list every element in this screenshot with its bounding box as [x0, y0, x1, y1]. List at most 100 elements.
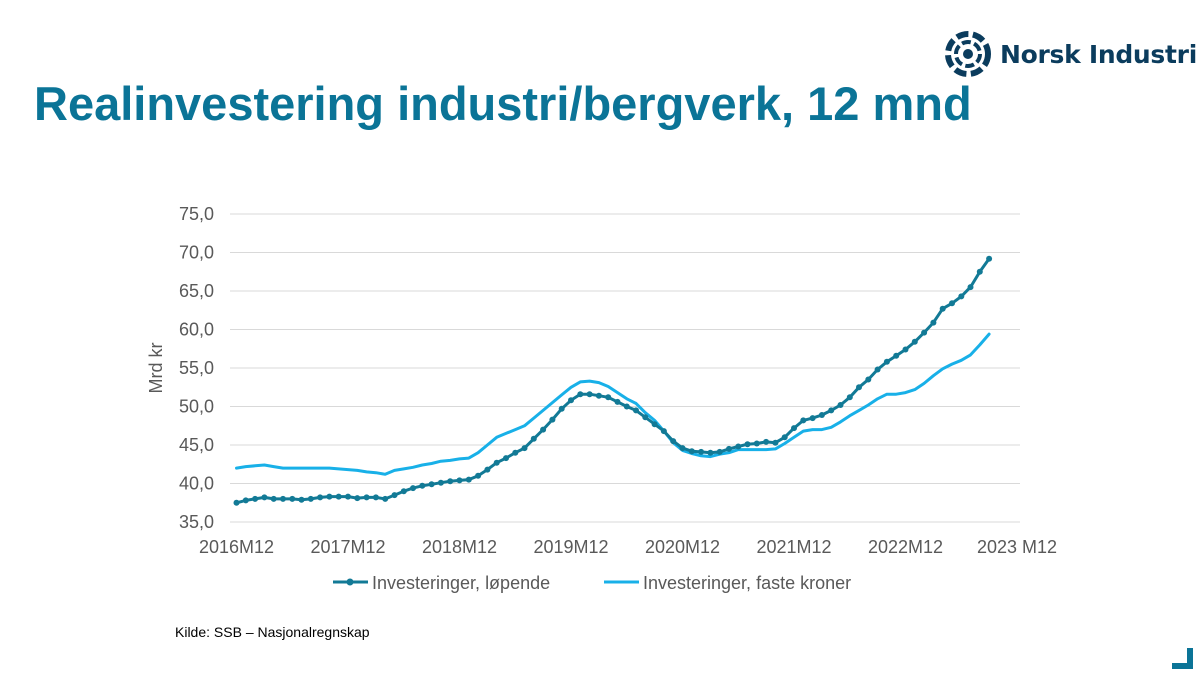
data-point — [781, 434, 788, 441]
data-point — [372, 494, 379, 501]
data-point — [660, 428, 667, 435]
y-axis: 35,0 40,0 45,0 50,0 55,0 60,0 65,0 70,0 75,0 — [179, 204, 214, 532]
data-point — [242, 497, 249, 504]
data-point — [605, 394, 612, 401]
x-tick-label: 2023 M12 — [977, 537, 1057, 557]
legend: Investeringer, løpende Investeringer, fa… — [333, 573, 851, 593]
y-tick-label: 35,0 — [179, 512, 214, 532]
data-point — [298, 496, 305, 503]
data-point — [874, 366, 881, 373]
y-tick-label: 65,0 — [179, 281, 214, 301]
data-point — [763, 438, 770, 445]
data-point — [614, 398, 621, 405]
data-point — [651, 421, 658, 428]
y-tick-label: 50,0 — [179, 397, 214, 417]
y-tick-label: 70,0 — [179, 243, 214, 263]
x-tick-label: 2016M12 — [199, 537, 274, 557]
y-tick-label: 55,0 — [179, 358, 214, 378]
x-tick-label: 2017M12 — [310, 537, 385, 557]
logo-text: Norsk Industri — [1000, 39, 1197, 69]
data-point — [503, 455, 509, 462]
data-point — [382, 495, 389, 502]
data-point — [465, 476, 472, 483]
data-point — [791, 425, 797, 432]
data-point — [410, 485, 416, 492]
data-point — [345, 493, 351, 500]
y-tick-label: 45,0 — [179, 435, 214, 455]
legend-label-fixed: Investeringer, faste kroner — [643, 573, 851, 593]
data-point — [753, 440, 760, 447]
legend-marker-running — [346, 578, 354, 586]
data-point — [270, 495, 277, 502]
data-point — [354, 495, 361, 502]
data-point — [893, 352, 900, 359]
data-point — [911, 338, 918, 345]
data-point — [883, 358, 890, 365]
data-point — [558, 405, 565, 412]
data-point — [437, 479, 444, 486]
data-point — [475, 472, 482, 479]
data-point — [493, 459, 500, 466]
data-point — [400, 488, 407, 495]
data-point — [688, 448, 695, 455]
page-title: Realinvestering industri/bergverk, 12 mn… — [34, 77, 972, 130]
y-tick-label: 60,0 — [179, 320, 214, 340]
y-tick-label: 40,0 — [179, 474, 214, 494]
data-point — [484, 466, 491, 473]
data-point — [744, 441, 751, 448]
data-point — [949, 300, 955, 307]
data-point — [595, 392, 602, 399]
data-point — [800, 417, 807, 424]
data-point — [930, 319, 937, 326]
data-point — [261, 494, 268, 501]
data-point — [921, 329, 928, 336]
data-point — [772, 439, 779, 446]
data-point — [967, 284, 974, 291]
data-point — [670, 438, 677, 445]
data-point — [307, 495, 314, 502]
data-point — [735, 443, 742, 450]
data-point — [939, 305, 946, 312]
series-line-fixed — [235, 332, 991, 476]
data-point — [363, 494, 370, 501]
data-point — [540, 426, 547, 433]
data-point — [958, 293, 965, 300]
data-point — [391, 492, 398, 499]
series-layer — [233, 255, 993, 506]
data-point — [530, 435, 537, 442]
data-point — [707, 449, 714, 456]
y-tick-label: 75,0 — [179, 204, 214, 224]
data-point — [447, 478, 454, 485]
data-point — [633, 407, 639, 414]
line-chart: 35,0 40,0 45,0 50,0 55,0 60,0 65,0 70,0 75,0 201… — [146, 204, 1057, 593]
data-point — [698, 448, 705, 455]
corner-bracket-icon — [1172, 648, 1193, 669]
data-point — [233, 499, 240, 506]
data-point — [586, 391, 593, 398]
data-point — [568, 397, 574, 404]
data-point — [902, 346, 909, 353]
data-point — [846, 394, 853, 401]
x-tick-label: 2021M12 — [756, 537, 831, 557]
data-point — [428, 481, 435, 488]
data-point — [419, 482, 426, 489]
gridlines — [230, 213, 1020, 523]
data-point — [642, 414, 649, 421]
data-point — [809, 415, 816, 422]
data-point — [512, 449, 519, 456]
data-point — [976, 268, 983, 275]
data-point — [456, 477, 463, 484]
data-point — [289, 495, 296, 502]
data-point — [577, 391, 584, 398]
data-point — [716, 448, 723, 455]
source-note: Kilde: SSB – Nasjonalregnskap — [175, 624, 370, 640]
data-point — [726, 445, 732, 452]
norsk-industri-logo-icon — [945, 31, 991, 77]
x-tick-label: 2022M12 — [868, 537, 943, 557]
series-line-running — [235, 257, 991, 505]
data-point — [549, 416, 556, 423]
data-point — [986, 255, 993, 262]
data-point — [856, 384, 862, 391]
data-point — [521, 445, 528, 452]
x-tick-label: 2019M12 — [533, 537, 608, 557]
